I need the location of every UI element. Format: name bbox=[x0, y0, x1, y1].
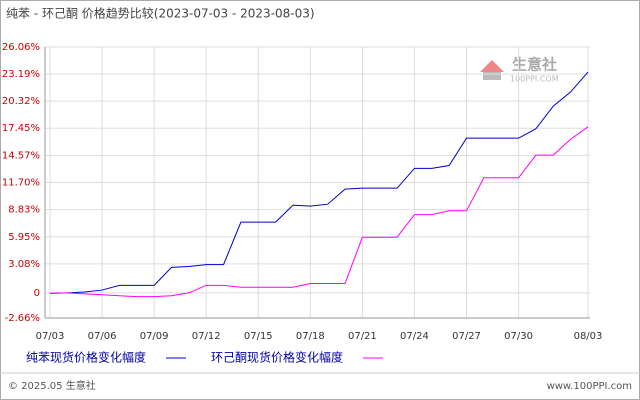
watermark: 生意社 100PPI.COM bbox=[480, 56, 559, 84]
chart-title: 纯苯 - 环己酮 价格趋势比较(2023-07-03 - 2023-08-03) bbox=[6, 6, 315, 21]
y-tick-label: 17.45% bbox=[2, 123, 40, 134]
x-tick-label: 07/21 bbox=[348, 331, 377, 342]
y-tick-label: 3.08% bbox=[8, 259, 40, 270]
watermark-url: 100PPI.COM bbox=[510, 75, 559, 84]
y-tick-label: 14.57% bbox=[2, 150, 40, 161]
y-tick-label: 26.06% bbox=[2, 42, 40, 53]
legend-label: 纯苯现货价格变化幅度 bbox=[26, 350, 146, 365]
watermark-icon bbox=[483, 72, 501, 80]
x-tick-label: 07/12 bbox=[192, 331, 221, 342]
y-tick-label: 20.32% bbox=[2, 96, 40, 107]
x-tick-label: 07/09 bbox=[140, 331, 169, 342]
y-tick-label: -2.66% bbox=[5, 313, 40, 324]
series-line bbox=[49, 71, 589, 294]
x-tick-label: 07/27 bbox=[452, 331, 481, 342]
x-tick-label: 07/03 bbox=[36, 331, 65, 342]
x-tick-label: 07/30 bbox=[504, 331, 533, 342]
y-tick-label: 8.83% bbox=[8, 205, 40, 216]
footer-copyright: © 2025.05 生意社 bbox=[8, 379, 96, 392]
series-line bbox=[49, 126, 589, 298]
footer-site: www.100PPI.com bbox=[547, 381, 632, 392]
y-tick-label: 11.70% bbox=[2, 178, 40, 189]
x-tick-label: 07/24 bbox=[400, 331, 429, 342]
x-tick-label: 07/15 bbox=[244, 331, 273, 342]
y-tick-label: 23.19% bbox=[2, 69, 40, 80]
x-tick-label: 07/06 bbox=[88, 331, 117, 342]
watermark-icon bbox=[480, 60, 504, 72]
legend-label: 环己酮现货价格变化幅度 bbox=[211, 350, 343, 365]
x-tick-label: 08/03 bbox=[574, 331, 603, 342]
x-tick-label: 07/18 bbox=[296, 331, 325, 342]
y-tick-label: 0 bbox=[34, 288, 40, 299]
watermark-name: 生意社 bbox=[512, 56, 557, 74]
y-tick-label: 5.95% bbox=[8, 232, 40, 243]
